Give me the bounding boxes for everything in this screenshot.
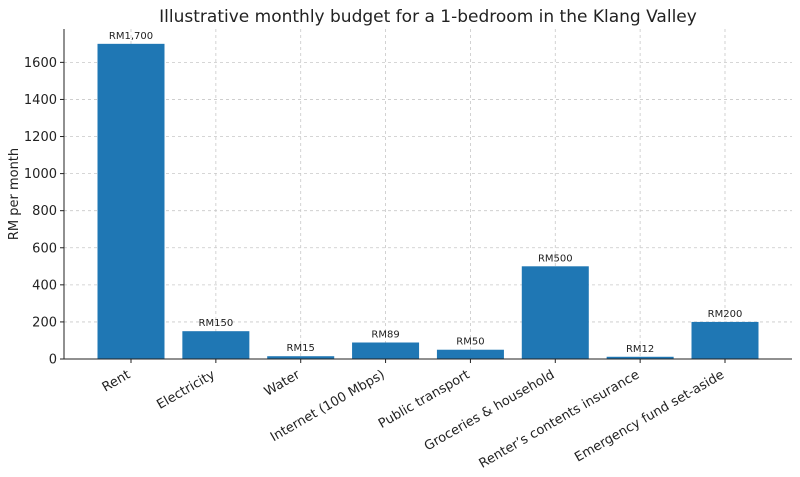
x-tick-label-2: Water [262, 367, 303, 400]
chart-title: Illustrative monthly budget for a 1-bedr… [159, 7, 697, 27]
bar-6 [606, 356, 674, 359]
data-label-6: RM12 [626, 344, 654, 355]
data-label-1: RM150 [199, 318, 234, 329]
bar-layer [97, 43, 759, 360]
data-label-3: RM89 [371, 330, 399, 341]
data-label-4: RM50 [456, 337, 484, 348]
data-label-0: RM1,700 [109, 31, 153, 42]
y-tick-label-7: 1400 [24, 93, 57, 108]
y-axis-label: RM per month [7, 148, 22, 240]
y-tick-label-1: 200 [32, 315, 57, 330]
grid-layer [64, 29, 792, 360]
bar-3 [352, 342, 420, 359]
x-tick-label-6: Renter’s contents insurance [477, 367, 642, 471]
axis-layer [60, 29, 792, 363]
bar-2 [267, 356, 335, 359]
bar-1 [182, 331, 250, 359]
bar-5 [521, 266, 589, 359]
data-label-7: RM200 [708, 309, 743, 320]
y-tick-label-6: 1200 [24, 130, 57, 145]
y-tick-label-3: 600 [32, 241, 57, 256]
x-tick-label-0: Rent [100, 367, 133, 395]
bar-0 [97, 43, 165, 360]
x-tick-label-1: Electricity [154, 367, 218, 412]
data-label-5: RM500 [538, 253, 573, 264]
y-tick-label-5: 1000 [24, 167, 57, 182]
y-tick-label-4: 800 [32, 204, 57, 219]
x-tick-label-7: Emergency fund set-aside [572, 367, 727, 465]
y-tick-label-8: 1600 [24, 56, 57, 71]
bar-4 [436, 349, 504, 359]
y-tick-label-2: 400 [32, 278, 57, 293]
data-label-2: RM15 [287, 343, 315, 354]
y-tick-label-0: 0 [49, 353, 57, 368]
bar-7 [691, 321, 759, 359]
